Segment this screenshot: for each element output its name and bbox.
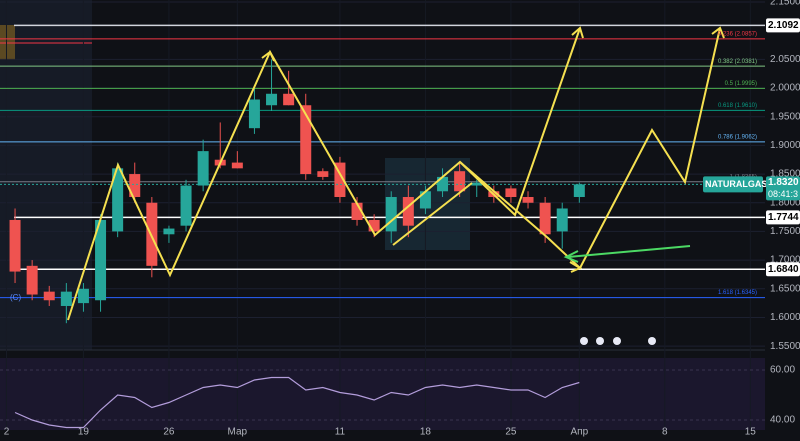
candle-body [26,265,38,295]
y-tick-label: 2.0500 [770,54,800,65]
candle-body [231,162,243,169]
projection [67,26,725,321]
symbol-box [703,176,763,193]
candle-body [197,151,209,186]
candle-body [43,291,55,301]
y-tick-label: 1.9500 [770,111,800,122]
y-tick-label: 2.1500 [770,0,800,8]
price-label: 1.7744 [768,212,799,223]
x-tick-label: 18 [420,427,432,438]
x-tick-label: 8 [662,427,668,438]
arrow-shaft [567,245,691,258]
symbol: NATURALGAS [705,179,767,189]
fib-label: 1.618 (1.6345) [718,290,757,296]
x-tick-label: 15 [745,427,757,438]
candle-body [454,171,466,192]
fib-label: 0.236 (2.0857) [718,31,757,37]
y-tick-label: 1.9000 [770,140,800,151]
candle-body [129,174,141,198]
arrow-head [571,26,584,39]
fib-label: 0.618 (1.9610) [718,103,757,109]
y-tick-label: 1.6000 [770,312,800,323]
projection-line [392,182,473,246]
candle-body [77,288,89,304]
y-tick-label: 1.7500 [770,226,800,237]
last-price-label: 1.8320 [768,177,799,188]
candle-body [317,171,329,177]
candle-body [573,184,585,198]
annotation: (C) [10,293,21,302]
candle-body [368,219,380,232]
x-tick-label: 2 [4,427,10,438]
candle-body [402,197,414,226]
event-icon [596,337,604,345]
candle-body [522,197,534,203]
candle-body [505,188,517,198]
event-icon [648,337,656,345]
candle-body [556,208,568,232]
candle-body [539,202,551,235]
candle-body [248,99,260,129]
event-icon [613,337,621,345]
rsi-tick-label: 40.00 [770,415,795,426]
price-label: 2.1092 [768,20,799,31]
candle-body [351,202,363,220]
rsi-line [14,376,580,429]
y-tick-label: 1.6500 [770,283,800,294]
arrow-head [563,250,579,263]
event-icon [580,337,588,345]
candle-body [180,185,192,226]
arrow-head [261,50,275,62]
green-arrow [563,245,691,263]
x-tick-label: 26 [163,427,175,438]
y-tick-label: 1.8500 [770,169,800,180]
fib-label: 0.5 (1.9995) [725,81,757,87]
candle-body [419,191,431,209]
price-label-box [766,210,800,225]
x-tick-label: 25 [505,427,517,438]
last-price-box [766,176,800,201]
candle-body [283,93,295,106]
rsi-tick-label: 60.00 [770,365,795,376]
candle-body [385,197,397,232]
candle-body [95,219,107,301]
x-tick-label: Мар [228,427,248,438]
candle-body [9,219,21,272]
y-tick-label: 1.5500 [770,341,800,352]
y-tick-label: 1.7000 [770,255,800,266]
x-tick-label: 11 [335,427,346,438]
fib-label: 0.786 (1.9062) [718,134,757,140]
candle-body [300,105,312,175]
price-label: 1.6840 [768,264,799,275]
price-label-box [766,262,800,277]
arrow-head [711,26,725,39]
candle-body [334,162,346,198]
price-label-box [766,18,800,33]
candle-body [163,228,175,235]
candle-body [112,168,124,232]
x-tick-label: 19 [78,427,90,438]
countdown: 08:41:3 [768,189,798,199]
projection-line [459,27,721,270]
projection-line [67,27,581,321]
y-tick-label: 1.8000 [770,197,800,208]
candle-body [60,291,72,306]
candle-body [437,176,449,192]
rsi-panel [0,358,765,430]
x-tick-label: Апр [570,427,588,438]
event-icons [580,337,656,345]
candle-body [266,93,278,106]
arrow-head [569,261,583,273]
y-tick-label: 2.0000 [770,83,800,94]
fib-label: 0.382 (2.0381) [718,59,757,65]
